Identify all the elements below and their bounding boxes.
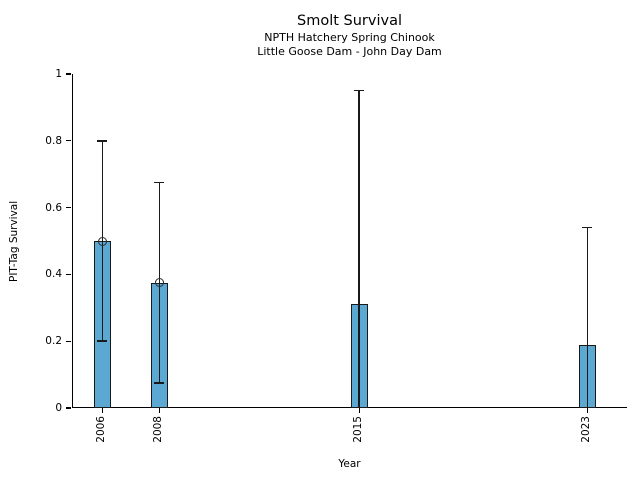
error-cap-bottom-2006 [97,340,108,342]
y-tick-0.4 [66,273,71,275]
y-tick-0.2 [66,340,71,342]
chart-subtitle-line2: Little Goose Dam - John Day Dam [257,44,442,58]
chart-title: Smolt Survival [297,13,402,29]
plot-area: 0 0.2 0.4 0.6 0.8 1 2006 2008 2015 2023 [45,68,627,443]
x-tick-2015 [358,408,360,413]
y-tick-label-1: 1 [55,68,62,80]
error-bar-2015 [358,90,360,408]
x-tick-label-2008: 2008 [152,416,165,443]
error-cap-top-2006 [97,140,108,142]
y-tick-label-0.6: 0.6 [45,201,62,214]
chart-subtitle-line1: NPTH Hatchery Spring Chinook [264,31,435,44]
y-tick-0.8 [66,140,71,142]
y-tick-label-0.2: 0.2 [45,335,62,348]
y-tick-0.6 [66,207,71,209]
error-cap-top-2015 [354,89,365,92]
point-marker-2006 [97,236,107,246]
title-block: Smolt Survival NPTH Hatchery Spring Chin… [72,12,627,58]
x-axis-label: Year [338,458,361,470]
x-tick-2006 [101,408,103,413]
x-tick-label-2023: 2023 [580,416,593,443]
x-tick-2023 [586,408,589,413]
error-cap-top-2023 [582,226,593,229]
y-axis-label: PIT-Tag Survival [8,200,20,282]
point-marker-2008 [154,278,164,288]
y-tick-label-0.8: 0.8 [45,134,62,147]
x-tick-2008 [158,408,161,413]
y-tick-label-0.4: 0.4 [45,268,62,281]
error-bar-2023 [586,227,589,408]
error-cap-bottom-2008 [154,382,165,384]
error-cap-top-2008 [154,181,165,184]
y-tick-1 [66,73,71,75]
x-tick-label-2015: 2015 [352,416,365,443]
x-tick-label-2006: 2006 [95,416,108,443]
y-tick-0 [66,407,71,409]
y-tick-label-0: 0 [55,402,62,414]
